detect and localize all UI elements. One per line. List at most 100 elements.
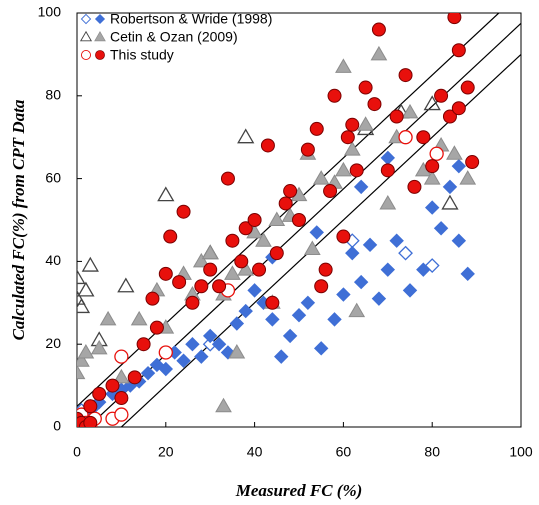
triangle-point	[113, 368, 130, 384]
circle-point	[212, 279, 227, 294]
circle-point	[309, 121, 324, 136]
triangle-point	[348, 302, 366, 318]
circle-point	[114, 391, 129, 406]
circle-point	[371, 22, 386, 37]
diamond-point	[345, 245, 360, 261]
circle-point	[416, 130, 431, 145]
circle-point	[358, 80, 373, 95]
triangle-point	[237, 261, 255, 276]
circle-point	[407, 179, 422, 194]
y-tick-label: 100	[38, 4, 62, 20]
circle-point	[447, 13, 462, 25]
circle-point	[234, 254, 249, 269]
circle-point	[149, 320, 164, 335]
open-triangle	[423, 95, 441, 111]
circle-point	[247, 213, 262, 227]
x-tick-label: 80	[424, 444, 440, 460]
open-triangle	[441, 194, 459, 210]
open-circle	[158, 345, 173, 360]
circle-point	[185, 295, 200, 310]
diamond-point	[194, 349, 209, 364]
circle-point	[238, 221, 253, 236]
diamond-point	[140, 365, 156, 381]
diamond-point	[229, 316, 245, 331]
circle-point	[425, 159, 440, 174]
diamond-point	[94, 13, 106, 25]
open-triangle	[77, 298, 91, 314]
diamond-point	[309, 225, 324, 240]
circle-point	[465, 155, 480, 170]
circle-point	[194, 279, 209, 294]
circle-point	[460, 80, 475, 95]
diamond-point	[185, 336, 200, 352]
circle-point	[158, 266, 173, 281]
circle-point	[349, 163, 364, 178]
triangle-point	[215, 397, 232, 413]
diamond-point	[424, 200, 440, 215]
diamond-point	[389, 233, 404, 248]
triangle-point	[357, 116, 374, 131]
triangle-point	[379, 194, 397, 210]
triangle-point	[343, 141, 361, 156]
circle-point	[336, 229, 351, 244]
circle-point	[327, 88, 342, 103]
circle-point	[95, 50, 105, 60]
y-tick-label: 80	[45, 87, 61, 103]
open-triangle	[81, 256, 99, 272]
triangle-point	[77, 343, 95, 359]
triangle-point	[201, 244, 219, 260]
x-tick-label: 40	[247, 444, 263, 460]
legend-label: Robertson & Wride (1998)	[110, 11, 272, 27]
open-triangle	[77, 289, 86, 305]
diamond-point	[265, 312, 280, 327]
circle-point	[163, 229, 178, 244]
circle-point	[278, 196, 293, 211]
diamond-point	[327, 312, 342, 327]
triangle-point	[90, 339, 108, 355]
circle-point	[127, 370, 142, 385]
triangle-point	[228, 343, 246, 359]
triangle-point	[77, 364, 86, 380]
diamond-point	[282, 328, 298, 344]
y-tick-label: 40	[45, 252, 61, 268]
diamond-point	[353, 274, 369, 290]
triangle-point	[335, 161, 352, 177]
circle-point	[380, 163, 395, 178]
open-circle	[429, 146, 444, 161]
diamond-point	[353, 179, 369, 195]
plot-area	[77, 13, 521, 427]
triangle-point	[312, 170, 330, 185]
diamond-point	[291, 308, 307, 323]
open-circle	[398, 130, 413, 145]
diamond-point	[416, 262, 431, 277]
open-triangle	[157, 186, 175, 202]
triangle-point	[224, 265, 241, 280]
triangle-point	[423, 170, 441, 185]
circle-point	[389, 109, 404, 124]
open-circle	[114, 349, 129, 364]
diamond-point	[158, 361, 174, 377]
circle-point	[136, 337, 151, 352]
circle-point	[434, 88, 449, 103]
circle-point	[451, 43, 466, 58]
circle-point	[92, 386, 107, 401]
triangle-point	[130, 310, 148, 326]
circle-point	[451, 101, 466, 116]
diamond-point	[433, 221, 449, 236]
circle-point	[225, 233, 240, 248]
open-diamond	[80, 13, 92, 25]
diamond-point	[451, 158, 467, 174]
circle-point	[345, 117, 360, 132]
open-triangle	[77, 269, 86, 285]
triangle-point	[192, 252, 210, 268]
diamond-point	[300, 295, 316, 311]
open-triangle	[117, 277, 135, 293]
circle-point	[318, 262, 333, 277]
circle-point	[176, 204, 191, 219]
circle-point	[398, 68, 413, 83]
x-tick-label: 60	[336, 444, 352, 460]
circle-point	[292, 213, 306, 227]
circle-point	[367, 97, 382, 112]
x-tick-label: 0	[73, 444, 81, 460]
